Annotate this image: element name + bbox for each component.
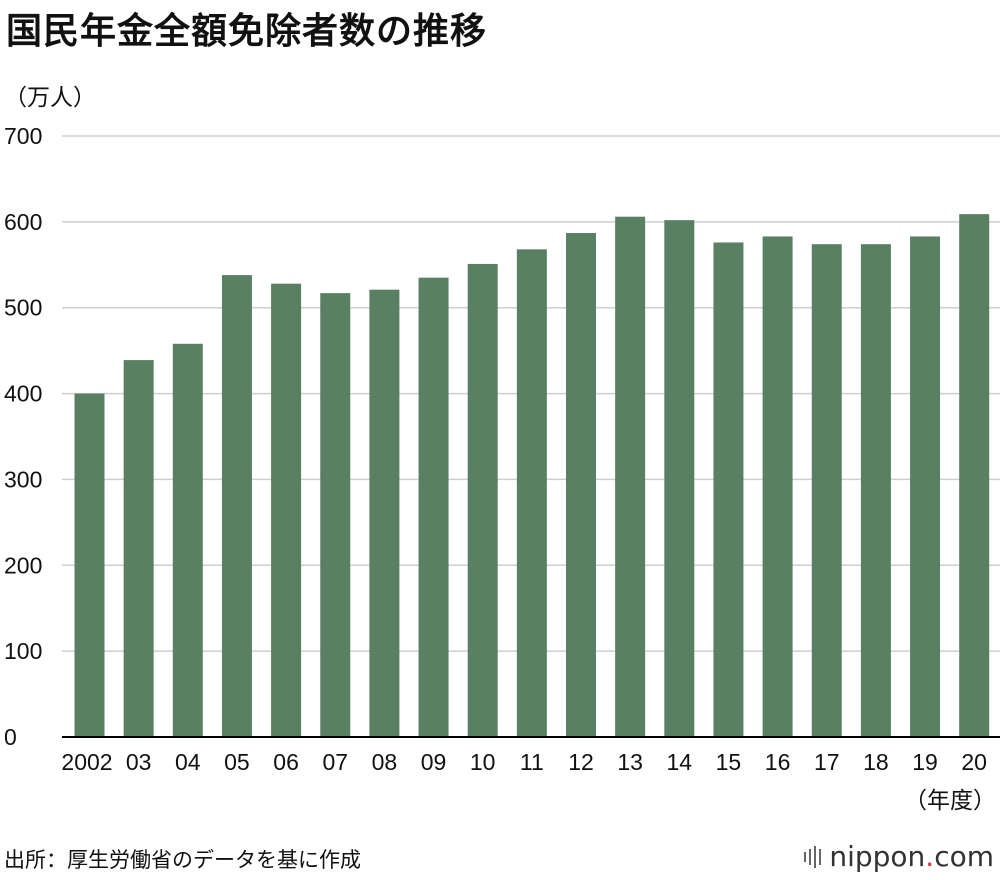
x-tick-label: 20 — [961, 749, 987, 775]
bar — [664, 220, 695, 737]
bar — [74, 393, 105, 737]
y-tick-label: 200 — [4, 552, 42, 578]
bar — [221, 275, 252, 737]
bar — [369, 289, 400, 737]
bar — [762, 236, 793, 737]
bar — [713, 242, 744, 737]
y-tick-label: 0 — [4, 724, 17, 750]
bars — [74, 214, 990, 738]
bar — [516, 249, 547, 737]
x-tick-label: 10 — [470, 749, 496, 775]
y-tick-label: 700 — [4, 123, 42, 149]
x-axis-unit-label: （年度） — [904, 788, 996, 814]
bar — [418, 277, 449, 737]
x-tick-label: 04 — [175, 749, 201, 775]
y-axis-unit-label: （万人） — [4, 85, 96, 111]
bar — [811, 244, 842, 737]
x-tick-label: 09 — [421, 749, 447, 775]
bar — [172, 343, 203, 737]
bar — [860, 244, 891, 737]
nippon-logo: nippon.com — [804, 840, 994, 873]
bar — [615, 216, 646, 738]
x-tick-label: 17 — [814, 749, 840, 775]
logo-name: nippon — [829, 840, 926, 873]
x-tick-label: 14 — [667, 749, 693, 775]
bar — [320, 293, 351, 737]
x-tick-label: 05 — [224, 749, 250, 775]
y-tick-label: 600 — [4, 209, 42, 235]
x-tick-label: 15 — [716, 749, 742, 775]
x-tick-label: 13 — [617, 749, 643, 775]
y-tick-label: 300 — [4, 466, 42, 492]
logo-dot: . — [925, 840, 935, 873]
x-tick-label: 06 — [273, 749, 299, 775]
y-axis-ticks: 0 100 200 300 400 500 600 700 — [4, 123, 42, 750]
bar — [271, 283, 302, 737]
x-tick-label: 12 — [568, 749, 594, 775]
y-tick-label: 100 — [4, 638, 42, 664]
bar — [959, 214, 990, 737]
bar — [910, 236, 941, 737]
x-tick-label: 11 — [520, 749, 544, 775]
bar — [467, 263, 498, 737]
x-tick-label: 2002 — [61, 749, 112, 775]
bar — [123, 360, 154, 737]
y-tick-label: 400 — [4, 381, 42, 407]
logo-tld: com — [934, 840, 994, 873]
x-tick-label: 07 — [322, 749, 348, 775]
source-note: 出所：厚生労働省のデータを基に作成 — [4, 848, 361, 872]
x-tick-label: 19 — [912, 749, 938, 775]
x-tick-label: 16 — [765, 749, 791, 775]
y-tick-label: 500 — [4, 295, 42, 321]
x-tick-label: 18 — [863, 749, 889, 775]
logo-mark-icon — [804, 845, 822, 868]
bar — [566, 233, 596, 738]
chart-title: 国民年金全額免除者数の推移 — [6, 11, 488, 52]
x-tick-label: 03 — [126, 749, 152, 775]
x-tick-label: 08 — [372, 749, 398, 775]
x-axis-ticks: 2002 03 04 05 06 07 08 09 10 11 12 13 14 15 16 17 18 19 20 — [61, 749, 987, 775]
